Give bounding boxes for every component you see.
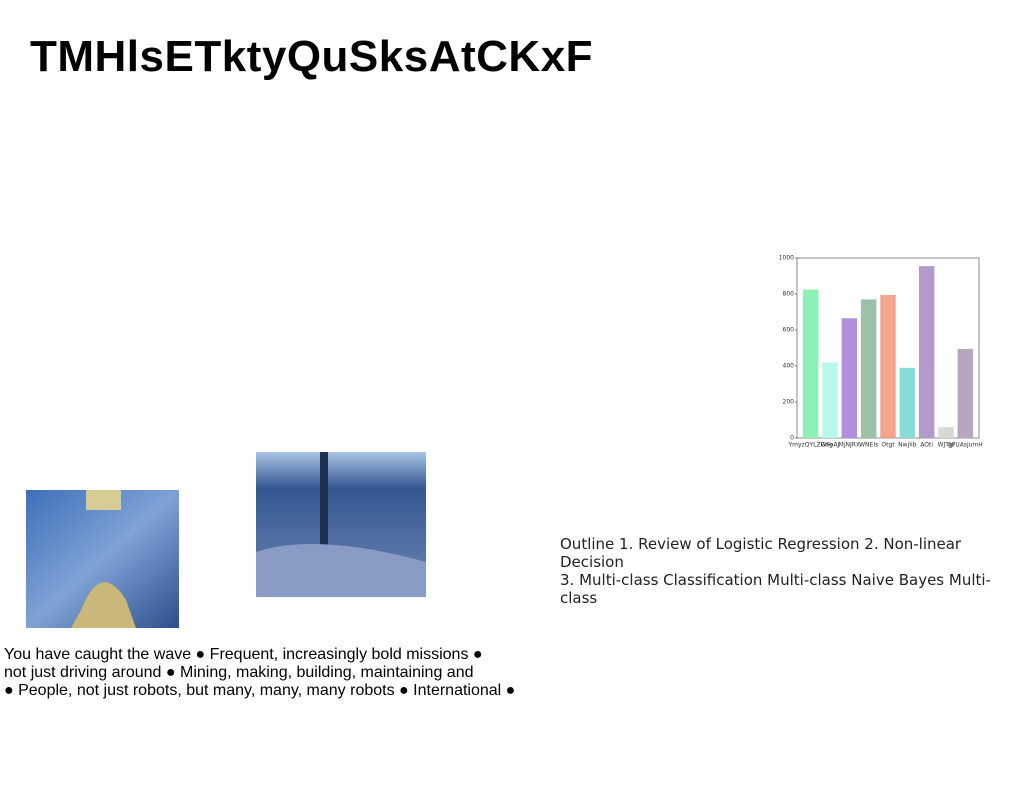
photo-arch bbox=[26, 490, 179, 628]
bar bbox=[918, 266, 935, 438]
x-tick-label: gPUAsjumH bbox=[948, 442, 983, 449]
photo-desert bbox=[256, 452, 426, 597]
text-line: 3. Multi-class Classification Multi-clas… bbox=[560, 571, 991, 607]
y-tick-label: 200 bbox=[783, 399, 795, 406]
text-line: ● People, not just robots, but many, man… bbox=[4, 682, 516, 699]
x-tick-label: MjNJRX bbox=[839, 442, 860, 449]
bar bbox=[860, 299, 877, 438]
y-tick-label: 0 bbox=[790, 435, 794, 442]
bar bbox=[841, 318, 858, 438]
y-tick-label: 600 bbox=[783, 327, 795, 334]
y-tick-label: 800 bbox=[783, 291, 795, 298]
x-tick-label: WJTlp bbox=[938, 442, 955, 449]
x-tick-label: AOti bbox=[920, 442, 933, 449]
bar bbox=[880, 294, 896, 438]
text-line: not just driving around ● Mining, making… bbox=[4, 664, 474, 681]
title: TMHlsETktyQuSksAtCKxF bbox=[30, 32, 594, 81]
bar bbox=[802, 289, 819, 438]
text-line: Outline 1. Review of Logistic Regression… bbox=[560, 535, 962, 571]
x-tick-label: WFoAJ bbox=[821, 442, 840, 449]
x-tick-label: YmyzQYLZGng bbox=[788, 442, 834, 449]
body-text: You have caught the wave ● Frequent, inc… bbox=[4, 646, 515, 700]
bar bbox=[899, 367, 916, 438]
y-tick-label: 1000 bbox=[779, 255, 794, 262]
bar bbox=[957, 348, 974, 438]
bar bbox=[822, 362, 838, 438]
text-line: You have caught the wave ● Frequent, inc… bbox=[4, 646, 483, 663]
y-tick-label: 400 bbox=[783, 363, 795, 370]
x-tick-label: NwjIib bbox=[898, 442, 916, 449]
bar bbox=[938, 427, 954, 438]
x-tick-label: WNEIs bbox=[859, 442, 878, 449]
side-text: Outline 1. Review of Logistic Regression… bbox=[560, 535, 1024, 607]
x-tick-label: Otgt bbox=[881, 442, 895, 449]
